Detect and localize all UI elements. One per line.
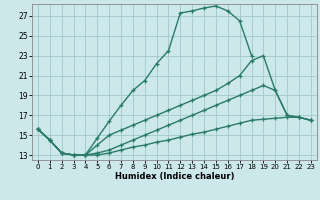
X-axis label: Humidex (Indice chaleur): Humidex (Indice chaleur)	[115, 172, 234, 181]
